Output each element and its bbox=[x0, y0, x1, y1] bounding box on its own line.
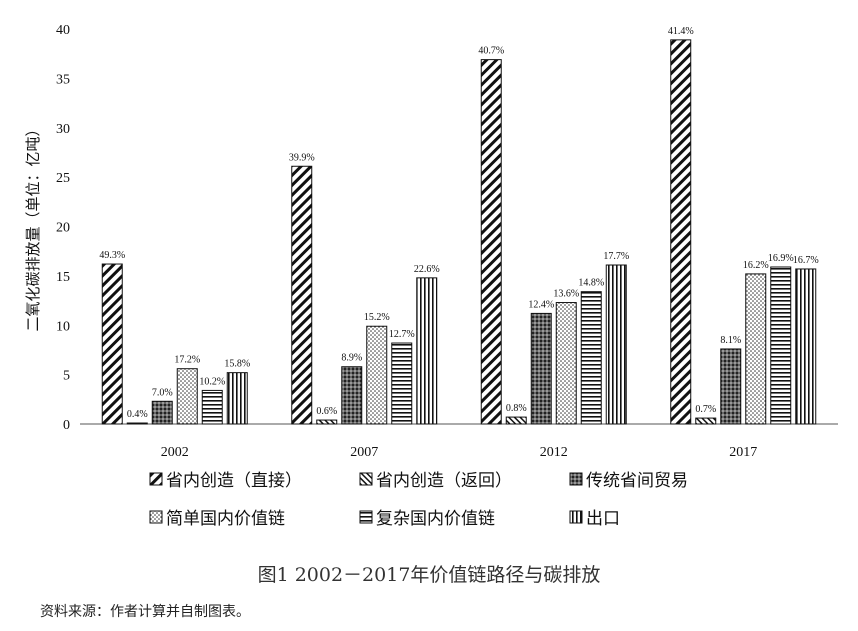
category-label: 2012 bbox=[540, 445, 568, 460]
y-tick-label: 40 bbox=[56, 23, 70, 38]
category-label: 2007 bbox=[350, 445, 378, 460]
data-label: 17.7% bbox=[603, 251, 629, 262]
category-label: 2017 bbox=[729, 445, 757, 460]
y-axis-label: 二氧化碳排放量（单位：亿吨） bbox=[24, 121, 42, 331]
legend-swatch bbox=[359, 510, 373, 524]
bar bbox=[151, 400, 173, 425]
bar bbox=[770, 266, 792, 425]
y-tick-label: 10 bbox=[56, 319, 70, 334]
bar bbox=[416, 277, 438, 425]
bar bbox=[480, 59, 502, 425]
data-label: 13.6% bbox=[553, 289, 579, 300]
bar bbox=[505, 416, 527, 425]
data-label: 16.2% bbox=[743, 260, 769, 271]
data-label: 8.1% bbox=[720, 335, 741, 346]
data-label: 0.4% bbox=[127, 409, 148, 420]
legend-entry: 省内创造（返回） bbox=[376, 471, 512, 491]
legend-entry: 简单国内价值链 bbox=[166, 509, 285, 529]
bar bbox=[745, 273, 767, 425]
data-label: 16.9% bbox=[768, 253, 794, 264]
data-label: 10.2% bbox=[199, 376, 225, 387]
figure-caption: 图1 2002－2017年价值链路径与碳排放 bbox=[257, 564, 601, 586]
y-tick-label: 15 bbox=[56, 270, 70, 285]
bar bbox=[555, 302, 577, 425]
bar bbox=[670, 39, 692, 425]
bar bbox=[341, 366, 363, 425]
data-label: 14.8% bbox=[578, 278, 604, 289]
data-label: 0.7% bbox=[695, 404, 716, 415]
legend-swatch bbox=[149, 510, 163, 524]
legend-entry: 省内创造（直接） bbox=[166, 471, 302, 491]
y-tick-label: 5 bbox=[63, 369, 70, 384]
bar bbox=[316, 419, 338, 425]
bar bbox=[226, 372, 248, 425]
legend-entry: 复杂国内价值链 bbox=[376, 509, 495, 529]
y-tick-label: 25 bbox=[56, 171, 70, 186]
data-label: 49.3% bbox=[99, 250, 125, 261]
bar bbox=[201, 389, 223, 425]
data-label: 16.7% bbox=[793, 255, 819, 266]
data-label: 41.4% bbox=[668, 26, 694, 37]
data-label: 39.9% bbox=[289, 152, 315, 163]
bar bbox=[176, 368, 198, 425]
category-label: 2002 bbox=[161, 445, 189, 460]
bar-chart: 0 5 10 15 20 25 30 35 40 二氧化碳排放量（单位：亿吨） 2002 2007 20… bbox=[24, 23, 838, 529]
data-label: 7.0% bbox=[152, 387, 173, 398]
bar bbox=[101, 263, 123, 425]
legend-swatch bbox=[569, 510, 583, 524]
bar bbox=[391, 342, 413, 425]
y-tick-label: 35 bbox=[56, 72, 70, 87]
data-label: 22.6% bbox=[414, 264, 440, 275]
legend-swatch bbox=[359, 472, 373, 486]
data-label: 0.6% bbox=[316, 406, 337, 417]
bar bbox=[366, 325, 388, 425]
bar bbox=[695, 417, 717, 425]
data-label: 12.4% bbox=[528, 299, 554, 310]
data-label: 15.8% bbox=[224, 359, 250, 370]
y-tick-label: 0 bbox=[63, 418, 70, 433]
data-label: 40.7% bbox=[478, 46, 504, 57]
bar bbox=[795, 268, 817, 425]
data-label: 8.9% bbox=[341, 353, 362, 364]
bar bbox=[530, 312, 552, 425]
bar bbox=[605, 264, 627, 425]
legend-entry: 传统省间贸易 bbox=[586, 471, 688, 491]
data-label: 12.7% bbox=[389, 329, 415, 340]
data-label: 0.8% bbox=[506, 403, 527, 414]
legend-entry: 出口 bbox=[586, 509, 620, 529]
bar bbox=[291, 165, 313, 425]
legend-swatch bbox=[149, 472, 163, 486]
legend-swatch bbox=[569, 472, 583, 486]
y-tick-label: 20 bbox=[56, 221, 70, 236]
data-label: 15.2% bbox=[364, 312, 390, 323]
bar bbox=[720, 348, 742, 425]
y-tick-label: 30 bbox=[56, 122, 70, 137]
bar bbox=[580, 291, 602, 425]
data-source-note: 资料来源：作者计算并自制图表。 bbox=[40, 604, 250, 620]
bar bbox=[126, 422, 148, 425]
data-label: 17.2% bbox=[174, 355, 200, 366]
